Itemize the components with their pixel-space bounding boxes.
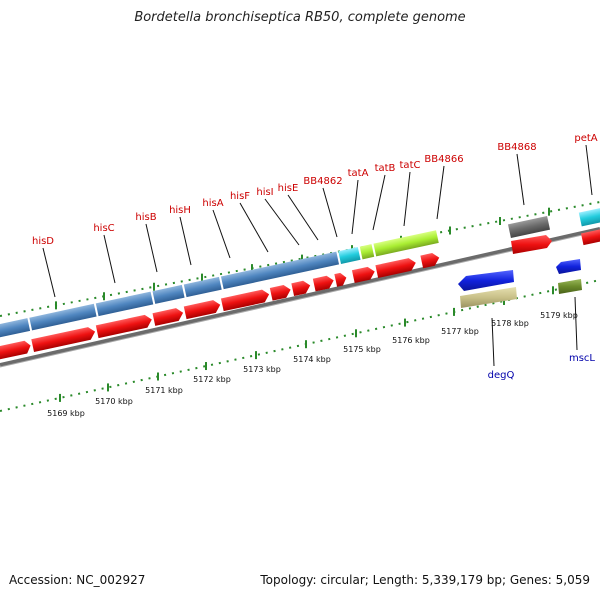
gene-label-petA[interactable]: petA — [574, 133, 597, 144]
petA-features — [578, 207, 600, 246]
lower-gene-labels: degQ mscL — [488, 296, 595, 381]
feature-tatB-tatC-operon[interactable] — [373, 230, 439, 257]
cds-hisH[interactable] — [152, 307, 185, 326]
feature-hisA-operon[interactable] — [183, 276, 222, 298]
cds-hisC[interactable] — [31, 326, 96, 352]
leader-hisE — [287, 194, 319, 241]
tick-label-5175: 5175 kbp — [343, 345, 381, 354]
cds-tatB[interactable] — [351, 266, 376, 284]
leader-tatC — [403, 171, 411, 227]
reverse-features — [458, 259, 582, 308]
cds-hisD[interactable] — [0, 340, 32, 361]
map-title: Bordetella bronchiseptica RB50, complete… — [134, 10, 466, 25]
feature-hisH-operon[interactable] — [152, 284, 185, 304]
leader-hisD — [42, 247, 56, 298]
feature-tatA-operon[interactable] — [359, 244, 375, 260]
cds-tatA[interactable] — [334, 272, 347, 287]
tick-label-5169: 5169 kbp — [47, 409, 85, 418]
cds-BB4862[interactable] — [312, 274, 335, 292]
gene-label-hisD[interactable]: hisD — [32, 236, 54, 247]
gene-label-hisC[interactable]: hisC — [93, 223, 114, 234]
accession-label: Accession: NC_002927 — [9, 573, 146, 587]
gene-label-BB4862[interactable]: BB4862 — [303, 176, 342, 187]
cds-degQ[interactable] — [458, 270, 514, 291]
gene-label-hisH[interactable]: hisH — [169, 205, 191, 216]
gene-label-hisA[interactable]: hisA — [202, 198, 223, 209]
upper-tick-track — [0, 201, 600, 317]
gene-label-BB4866[interactable]: BB4866 — [424, 154, 463, 165]
gene-label-BB4868[interactable]: BB4868 — [497, 142, 536, 153]
feature-hisB-operon[interactable] — [95, 291, 154, 317]
gene-label-tatC[interactable]: tatC — [400, 160, 421, 171]
gene-label-mscL[interactable]: mscL — [569, 353, 595, 364]
leader-BB4866 — [436, 165, 445, 220]
cds-hisI[interactable] — [269, 284, 292, 301]
upper-gene-labels: hisD hisC hisB hisH hisA hisF hisI hisE BB4862 ta… — [32, 133, 598, 298]
genome-stats-label: Topology: circular; Length: 5,339,179 bp… — [260, 573, 590, 587]
cds-hisE[interactable] — [291, 280, 311, 297]
tick-label-5173: 5173 kbp — [243, 365, 281, 374]
leader-hisH — [179, 216, 192, 266]
tick-labels: 5169 kbp 5170 kbp 5171 kbp 5172 kbp 5173 kbp… — [47, 311, 578, 418]
cds-features — [0, 252, 440, 361]
leader-hisA — [212, 209, 231, 259]
feature-BB4862-operon[interactable] — [338, 247, 361, 264]
gene-label-tatB[interactable]: tatB — [375, 163, 396, 174]
leader-petA — [585, 144, 593, 196]
leader-BB4868 — [516, 153, 525, 206]
leader-BB4862 — [322, 187, 338, 238]
leader-mscL — [574, 296, 578, 351]
tick-label-5176: 5176 kbp — [392, 336, 430, 345]
tick-label-5178: 5178 kbp — [491, 319, 529, 328]
tick-label-5171: 5171 kbp — [145, 386, 183, 395]
backbone — [0, 227, 600, 368]
tick-label-5174: 5174 kbp — [293, 355, 331, 364]
leader-degQ — [491, 317, 495, 367]
leader-tatA — [351, 179, 359, 235]
cds-tatC[interactable] — [375, 257, 417, 278]
gene-label-hisB[interactable]: hisB — [135, 212, 156, 223]
cds-hisB[interactable] — [95, 314, 153, 339]
operon-features — [0, 230, 439, 339]
leader-hisF — [239, 202, 269, 253]
gene-label-hisE[interactable]: hisE — [278, 183, 299, 194]
BB4868-features — [507, 215, 552, 254]
feature-hisD-operon[interactable] — [0, 318, 31, 339]
tick-label-5179: 5179 kbp — [540, 311, 578, 320]
feature-degQ-operon[interactable] — [460, 287, 517, 308]
feature-mscL-operon[interactable] — [558, 279, 582, 294]
leader-hisB — [145, 223, 158, 273]
cds-hisA[interactable] — [183, 299, 222, 320]
leader-hisI — [264, 198, 300, 246]
cds-mscL[interactable] — [556, 259, 581, 274]
feature-petA-operon[interactable] — [578, 207, 600, 227]
gene-label-tatA[interactable]: tatA — [348, 168, 369, 179]
upper-major-ticks — [55, 207, 550, 310]
cds-BB4868[interactable] — [511, 235, 552, 254]
feature-BB4868-operon[interactable] — [507, 215, 551, 239]
tick-label-5172: 5172 kbp — [193, 375, 231, 384]
gene-label-hisF[interactable]: hisF — [230, 191, 250, 202]
feature-hisC-operon[interactable] — [29, 303, 97, 331]
gene-label-hisI[interactable]: hisI — [256, 187, 273, 198]
tick-label-5177: 5177 kbp — [441, 327, 479, 336]
gene-label-degQ[interactable]: degQ — [488, 370, 515, 381]
cds-petA[interactable] — [580, 228, 600, 246]
feature-hisF-I-E-operon[interactable] — [220, 251, 340, 290]
leader-hisC — [103, 234, 116, 284]
cds-BB4866[interactable] — [420, 252, 440, 269]
tick-label-5170: 5170 kbp — [95, 397, 133, 406]
cds-hisF[interactable] — [220, 288, 271, 312]
leader-tatB — [372, 174, 386, 231]
